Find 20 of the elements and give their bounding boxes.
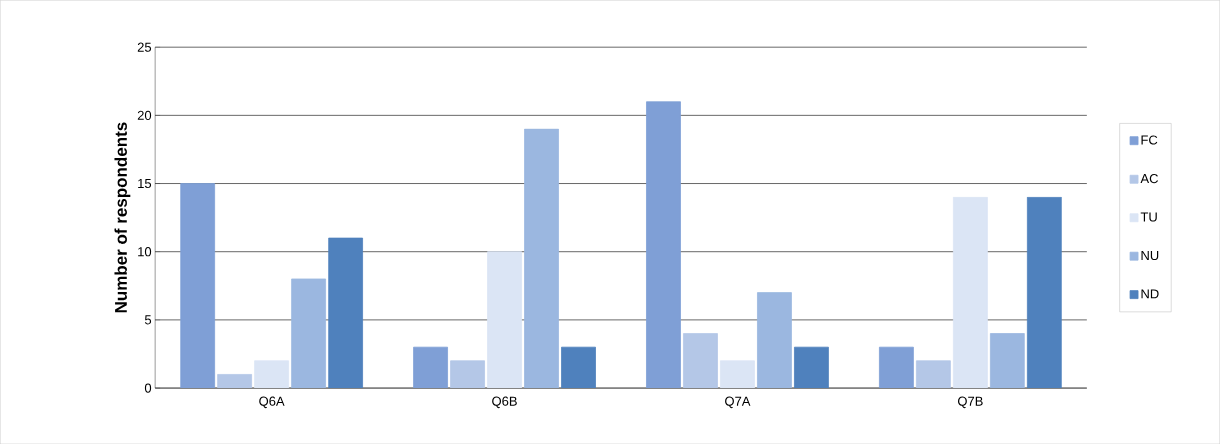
y-axis-title: Number of respondents [114, 122, 131, 313]
x-tick-label: Q6A [259, 396, 285, 409]
legend-label: ND [1141, 289, 1159, 299]
y-tick-label: 20 [137, 110, 152, 120]
bar [487, 251, 522, 388]
legend-label: NU [1141, 250, 1159, 260]
y-tick-label: 0 [144, 383, 152, 393]
bar [254, 360, 290, 388]
legend-label: AC [1140, 173, 1159, 184]
bar [952, 196, 988, 388]
x-tick-label: Q6B [492, 396, 517, 409]
bar [720, 360, 755, 388]
legend-label: TU [1140, 212, 1157, 222]
y-tick-label: 10 [138, 246, 152, 257]
y-tick-label: 25 [137, 42, 152, 52]
x-tick-label: Q7B [958, 396, 983, 409]
y-tick-label: 15 [138, 178, 152, 188]
x-tick-label: Q7A [725, 396, 751, 409]
y-tick-label: 5 [144, 315, 152, 325]
legend-label: FC [1141, 135, 1158, 145]
